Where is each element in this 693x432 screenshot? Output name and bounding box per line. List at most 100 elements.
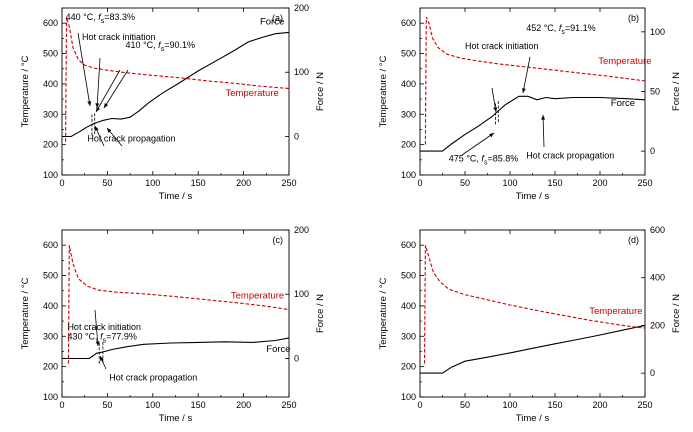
y-tick-label: 400 — [43, 301, 58, 311]
temperature-series-line — [67, 245, 290, 364]
y2-tick-label: 0 — [650, 368, 655, 378]
y-tick-label: 400 — [401, 301, 416, 311]
y2-tick-label: 400 — [650, 273, 665, 283]
temperature-label: Temperature — [598, 56, 651, 67]
annotation-text: 430 °C, fs=77.9% — [67, 331, 136, 344]
x-tick-label: 150 — [191, 178, 206, 188]
panel-label: (d) — [628, 235, 639, 245]
x-tick-label: 150 — [547, 178, 562, 188]
y2-tick-label: 50 — [650, 87, 660, 97]
y-tick-label: 200 — [401, 140, 416, 150]
x-tick-label: 100 — [502, 178, 517, 188]
arrow-head — [87, 101, 92, 106]
y2-tick-label: 200 — [650, 320, 665, 330]
annotation-main: Temperature — [598, 56, 651, 67]
annotation-text: 452 °C, fs=91.1% — [526, 23, 595, 36]
y-tick-label: 100 — [401, 170, 416, 180]
y-tick-label: 500 — [401, 49, 416, 59]
annotation-main: Temperature — [589, 306, 642, 317]
x-axis-label: Time / s — [516, 191, 550, 202]
temperature-label: Temperature — [231, 290, 284, 301]
x-tick-label: 100 — [145, 178, 160, 188]
y2-tick-label: 100 — [294, 67, 309, 77]
fs-symbol: f — [481, 153, 485, 163]
y-tick-label: 300 — [43, 331, 58, 341]
fs-subscript: s — [101, 18, 105, 25]
annotation-main: Hot crack propagation — [87, 134, 175, 144]
y-axis-label: Temperature / °C — [20, 277, 31, 349]
y-tick-label: 500 — [401, 271, 416, 281]
y-tick-label: 100 — [43, 392, 58, 402]
panel-label: (b) — [628, 13, 639, 23]
x-tick-label: 200 — [236, 178, 251, 188]
arrow-head — [100, 356, 104, 361]
y-tick-label: 200 — [43, 362, 58, 372]
fs-value: =91.1% — [565, 23, 596, 33]
x-tick-label: 50 — [460, 178, 470, 188]
x-tick-label: 200 — [592, 400, 607, 410]
x-tick-label: 250 — [281, 178, 296, 188]
x-tick-label: 50 — [102, 400, 112, 410]
fs-value: =90.1% — [164, 40, 195, 50]
y-tick-label: 200 — [401, 362, 416, 372]
y-axis-label: Temperature / °C — [378, 277, 389, 349]
x-tick-label: 200 — [592, 178, 607, 188]
panel-label: (a) — [272, 13, 283, 23]
panel-label: (c) — [273, 235, 284, 245]
annotation-arrow — [542, 114, 545, 148]
force-label: Force — [611, 98, 635, 109]
arrow-head — [95, 126, 99, 131]
x-tick-label: 250 — [637, 400, 652, 410]
arrow-head — [541, 115, 546, 120]
annotation-arrow — [103, 69, 129, 109]
temperature-series-line — [65, 16, 290, 142]
x-axis-label: Time / s — [516, 413, 550, 424]
annotation-main: Force — [266, 344, 290, 355]
annotation-text: 440 °C, fs=83.3% — [66, 12, 135, 25]
fs-value: =83.3% — [104, 12, 135, 22]
y2-tick-label: 200 — [294, 225, 309, 235]
x-tick-label: 0 — [59, 400, 64, 410]
y2-tick-label: 0 — [294, 131, 299, 141]
x-tick-label: 250 — [637, 178, 652, 188]
x-tick-label: 0 — [417, 400, 422, 410]
x-axis-label: Time / s — [159, 191, 193, 202]
y2-axis-label: Force / N — [315, 294, 326, 333]
y-tick-label: 100 — [401, 392, 416, 402]
fs-value: =85.8% — [487, 153, 518, 163]
temperature-series-line — [423, 245, 646, 364]
annotation-arrow — [94, 309, 99, 347]
temperature-series-line — [424, 16, 646, 145]
y-tick-label: 500 — [43, 49, 58, 59]
annotation-arrow — [96, 57, 101, 109]
y2-tick-label: 0 — [650, 146, 655, 156]
annotation-text: 475 °C, fs=85.8% — [449, 153, 518, 166]
y-tick-label: 600 — [401, 18, 416, 28]
y-axis-label: Temperature / °C — [378, 55, 389, 127]
y-tick-label: 400 — [43, 79, 58, 89]
annotation-arrow — [461, 132, 495, 156]
annotation-text: Hot crack propagation — [87, 134, 175, 144]
y2-tick-label: 600 — [650, 225, 665, 235]
x-tick-label: 50 — [102, 178, 112, 188]
annotation-text: Hot crack initiation — [67, 322, 141, 332]
fs-symbol: f — [98, 12, 102, 22]
y-tick-label: 300 — [43, 109, 58, 119]
arrow-head — [107, 128, 112, 133]
annotation-main: 430 °C, — [67, 331, 100, 341]
fs-subscript: s — [103, 337, 107, 344]
y-tick-label: 600 — [401, 240, 416, 250]
x-tick-label: 100 — [502, 400, 517, 410]
annotation-main: Hot crack propagation — [526, 150, 614, 160]
fs-subscript: s — [561, 29, 565, 36]
temperature-label: Temperature — [225, 88, 278, 99]
y-tick-label: 500 — [43, 271, 58, 281]
annotation-main: 440 °C, — [66, 12, 99, 22]
fs-symbol: f — [158, 40, 162, 50]
annotation-arrow — [77, 32, 91, 107]
y-tick-label: 600 — [43, 18, 58, 28]
arrow-head — [95, 341, 100, 346]
arrow-head — [95, 103, 100, 108]
annotation-main: Temperature — [231, 290, 284, 301]
